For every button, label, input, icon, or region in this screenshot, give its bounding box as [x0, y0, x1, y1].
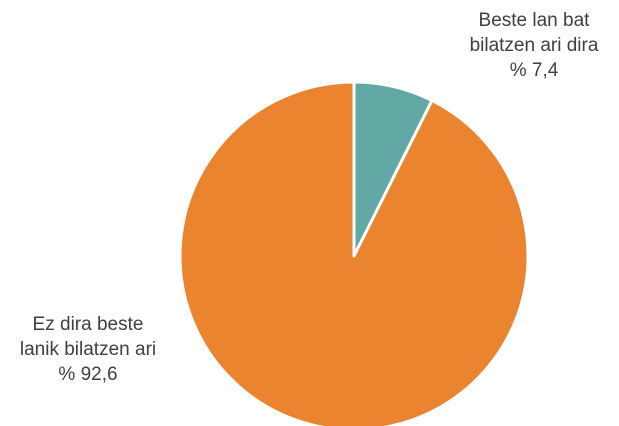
- slice-label-line: bilatzen ari dira: [469, 35, 599, 56]
- slice-value-label: % 92,6: [58, 364, 118, 385]
- slice-ez-dira-beste: [178, 80, 530, 426]
- slice-label-line: lanik bilatzen ari: [19, 339, 157, 360]
- slice-label-ez-dira-beste: Ez dira beste lanik bilatzen ari % 92,6: [8, 312, 168, 387]
- slice-label-line: Ez dira beste: [32, 314, 144, 335]
- slice-label-beste-lan-bat: Beste lan bat bilatzen ari dira % 7,4: [459, 8, 609, 83]
- pie-slices: [178, 80, 530, 426]
- slice-value-label: % 7,4: [509, 60, 559, 81]
- slice-label-line: Beste lan bat: [478, 10, 590, 31]
